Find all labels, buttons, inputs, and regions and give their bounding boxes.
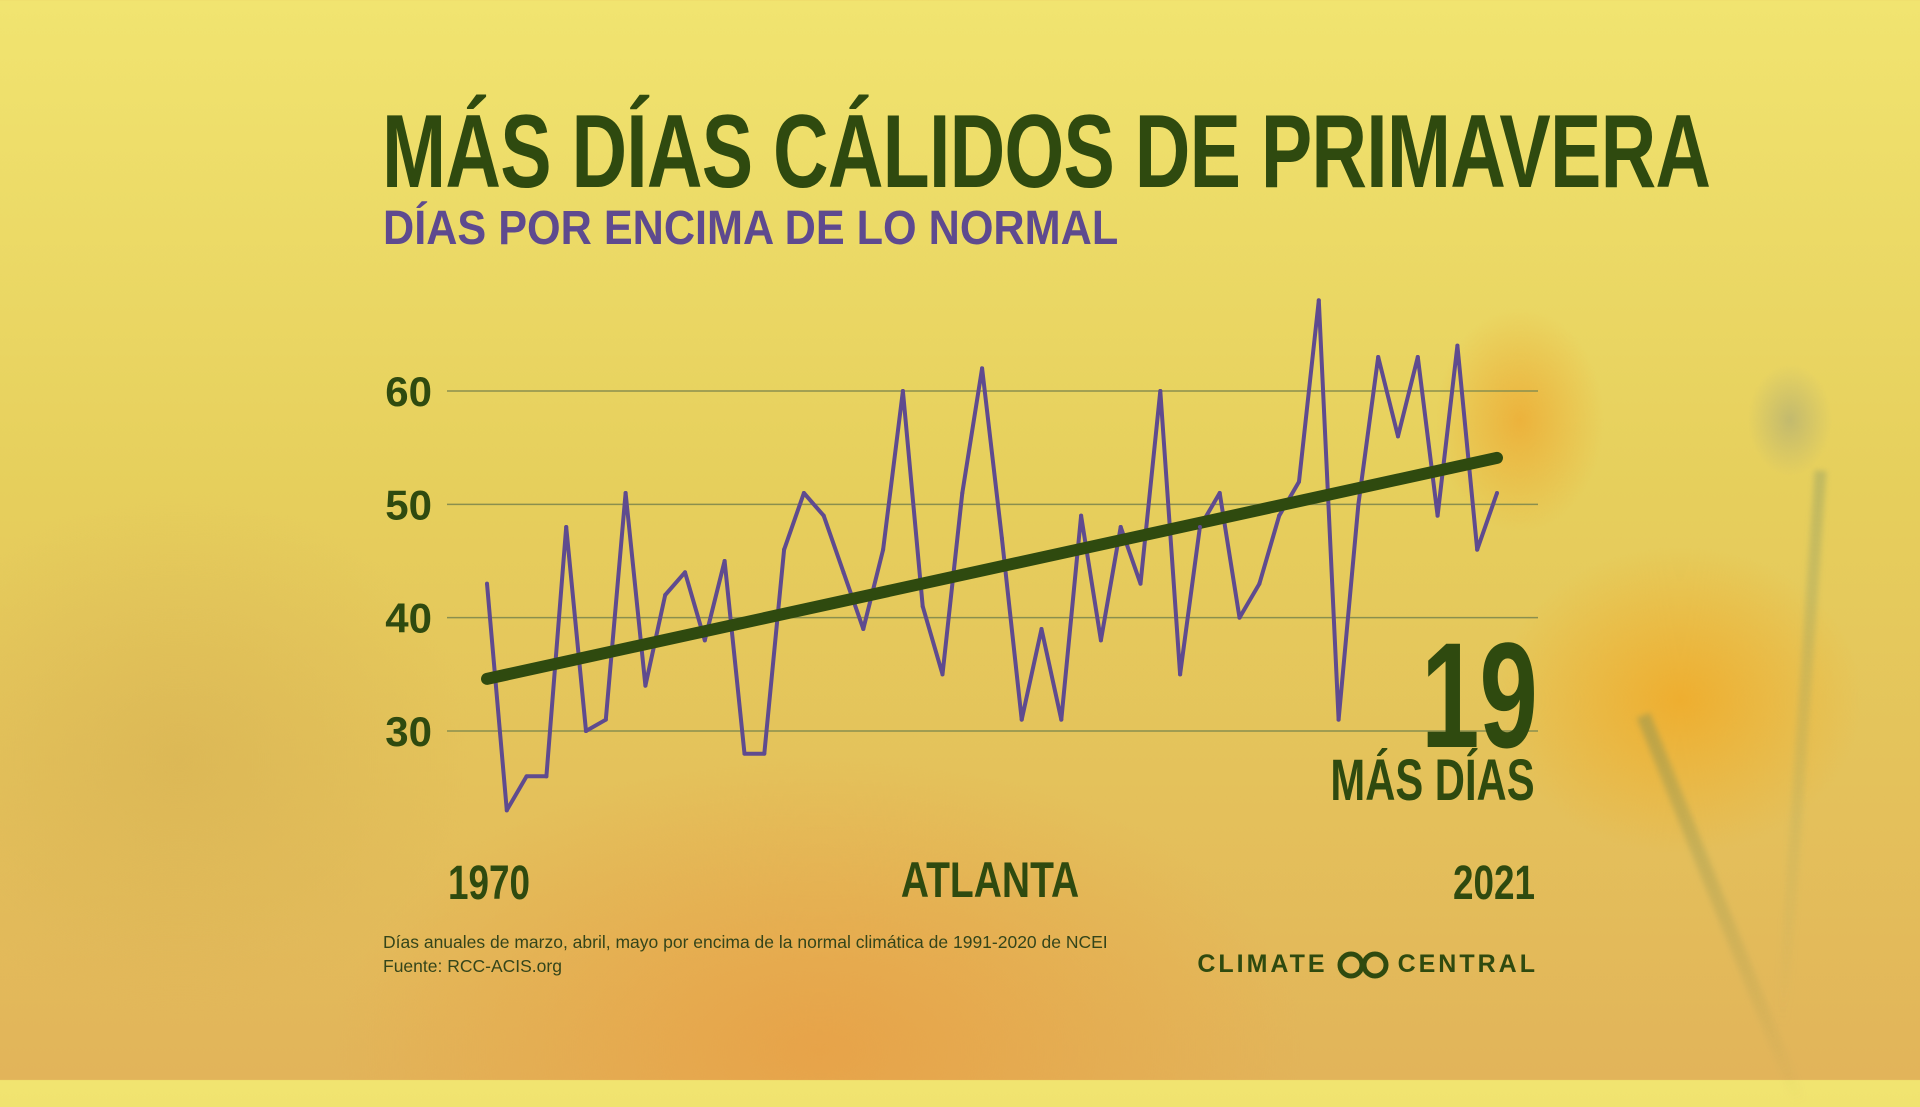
climate-central-logo-icon bbox=[1337, 951, 1389, 978]
x-tick-label: 2021 bbox=[1453, 857, 1535, 910]
data-point bbox=[643, 683, 648, 688]
data-point bbox=[1455, 343, 1460, 348]
data-point bbox=[1336, 717, 1341, 722]
data-point bbox=[683, 570, 688, 575]
data-points bbox=[485, 298, 1499, 813]
y-tick-label: 40 bbox=[385, 595, 432, 642]
data-point bbox=[1356, 502, 1361, 507]
data-point bbox=[1178, 672, 1183, 677]
data-point bbox=[485, 581, 489, 586]
chart-subtitle: DÍAS POR ENCIMA DE LO NORMAL bbox=[383, 202, 1119, 255]
data-point bbox=[960, 491, 965, 495]
data-point bbox=[1475, 547, 1480, 552]
data-point bbox=[1098, 638, 1103, 643]
grid-lines bbox=[447, 390, 1538, 732]
series-line bbox=[485, 298, 1499, 813]
y-tick-label: 50 bbox=[385, 481, 432, 528]
data-point bbox=[584, 729, 589, 733]
data-point bbox=[1495, 491, 1499, 495]
data-point bbox=[1316, 298, 1321, 303]
data-point bbox=[1415, 355, 1420, 359]
trend-line bbox=[481, 451, 1503, 685]
data-point bbox=[1158, 389, 1163, 393]
y-tick-label: 30 bbox=[385, 708, 432, 755]
data-point bbox=[722, 559, 727, 563]
data-point bbox=[1435, 513, 1440, 518]
data-point bbox=[762, 751, 767, 756]
data-point bbox=[1079, 513, 1084, 518]
data-point bbox=[1039, 627, 1044, 631]
data-point bbox=[1237, 615, 1242, 620]
brand-text-left: CLIMATE bbox=[1197, 950, 1328, 978]
data-point bbox=[980, 366, 985, 371]
data-point bbox=[1257, 581, 1262, 586]
data-point bbox=[821, 513, 826, 518]
callout-label: MÁS DÍAS bbox=[1330, 748, 1535, 813]
data-point bbox=[1019, 717, 1024, 722]
data-point bbox=[1395, 434, 1400, 439]
data-point bbox=[623, 491, 628, 495]
data-point bbox=[861, 627, 866, 631]
data-point bbox=[1118, 525, 1123, 529]
data-point bbox=[524, 774, 529, 779]
data-point bbox=[1296, 479, 1301, 484]
data-point bbox=[544, 774, 549, 779]
y-axis-ticks: 30 40 50 60 bbox=[385, 368, 432, 755]
callout-value: 19 bbox=[1421, 611, 1538, 779]
chart-title: MÁS DÍAS CÁLIDOS DE PRIMAVERA bbox=[382, 94, 1711, 210]
y-tick-label: 60 bbox=[385, 368, 432, 415]
data-point bbox=[999, 536, 1004, 541]
data-point bbox=[603, 717, 608, 722]
data-point bbox=[801, 491, 806, 495]
line-chart: 30 40 50 60 1970 2021 bbox=[385, 298, 1538, 910]
data-point bbox=[1217, 491, 1222, 495]
brand-text-right: CENTRAL bbox=[1397, 950, 1538, 978]
brand-logo: CLIMATE CENTRAL bbox=[1197, 950, 1538, 979]
footnote-description: Días anuales de marzo, abril, mayo por e… bbox=[383, 932, 1108, 952]
data-point bbox=[900, 389, 905, 393]
x-axis-ticks: 1970 2021 bbox=[448, 857, 1535, 910]
data-point bbox=[1138, 581, 1143, 586]
data-point bbox=[1376, 355, 1381, 359]
data-point bbox=[1197, 525, 1202, 529]
data-point bbox=[564, 525, 569, 529]
data-point bbox=[1059, 717, 1064, 722]
location-label: ATLANTA bbox=[900, 852, 1080, 908]
x-tick-label: 1970 bbox=[448, 857, 530, 910]
data-point bbox=[920, 604, 925, 609]
data-point bbox=[841, 570, 846, 575]
data-point bbox=[742, 751, 747, 756]
data-point bbox=[1277, 513, 1282, 518]
data-point bbox=[702, 638, 707, 643]
data-point bbox=[504, 808, 509, 813]
data-point bbox=[663, 593, 668, 597]
data-point bbox=[881, 547, 886, 552]
data-point bbox=[940, 672, 945, 677]
footnote-source: Fuente: RCC-ACIS.org bbox=[383, 956, 562, 976]
data-point bbox=[782, 547, 787, 552]
